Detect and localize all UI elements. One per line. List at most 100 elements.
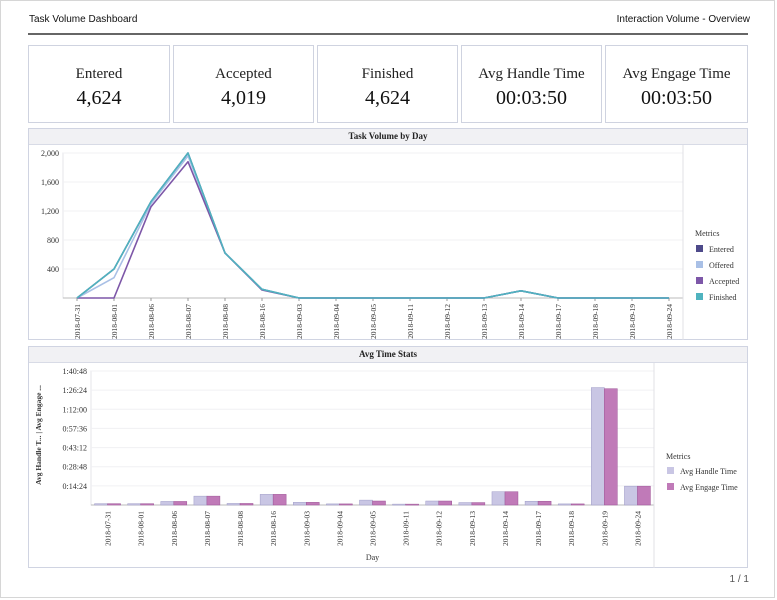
breadcrumb[interactable]: Interaction Volume - Overview [616, 14, 750, 25]
bar-handle [458, 502, 473, 506]
legend-swatch [696, 261, 703, 268]
kpi-entered: Entered 4,624 [28, 45, 170, 123]
legend-label: Avg Engage Time [680, 483, 738, 492]
kpi-label: Accepted [215, 66, 272, 82]
y-tick-label: 1:40:48 [63, 367, 87, 376]
x-tick-label: 2018-09-17 [534, 511, 543, 546]
kpi-value: 4,624 [365, 87, 410, 109]
x-tick-label: 2018-09-05 [369, 304, 378, 339]
x-tick-label: 2018-08-01 [137, 511, 146, 546]
legend-swatch [667, 467, 674, 474]
bar-engage [570, 503, 585, 506]
kpi-avg-handle-time: Avg Handle Time 00:03:50 [461, 45, 602, 123]
kpi-label: Avg Engage Time [622, 66, 731, 82]
bar-engage [206, 495, 221, 506]
series-line-finished [76, 152, 669, 299]
bar-engage [140, 503, 154, 506]
avg-time-panel: Avg Time Stats 1:40:48 1:26:24 1:12:00 0:57… [28, 346, 748, 568]
kpi-label: Finished [361, 66, 414, 82]
kpi-avg-engage-time: Avg Engage Time 00:03:50 [605, 45, 748, 123]
bar-handle [524, 500, 539, 506]
chart-title: Task Volume by Day [29, 129, 747, 145]
bar-handle [425, 500, 439, 506]
bar-engage [604, 388, 618, 506]
x-tick-label: 2018-09-13 [468, 511, 477, 546]
legend-swatch [667, 483, 674, 490]
bar-handle [359, 499, 373, 506]
avg-time-bar-chart: 1:40:48 1:26:24 1:12:00 0:57:36 0:43:12 0:28:… [34, 363, 738, 568]
plot-area [90, 370, 655, 506]
kpi-value: 00:03:50 [495, 87, 568, 109]
bar-handle [624, 485, 638, 506]
x-tick-label: 2018-09-05 [369, 511, 378, 546]
x-tick-label: 2018-09-13 [480, 304, 489, 339]
page-indicator: 1 / 1 [729, 574, 749, 585]
x-tick-label: 2018-09-11 [406, 304, 415, 339]
bar-handle [193, 495, 208, 506]
legend-label: Offered [709, 261, 734, 270]
bar-handle [491, 491, 506, 506]
y-tick-label: 1:26:24 [63, 386, 87, 395]
bar-handle [557, 503, 572, 506]
kpi-value: 00:03:50 [640, 87, 713, 109]
y-tick-label: 0:28:48 [63, 463, 87, 472]
x-tick-label: 2018-09-04 [332, 304, 341, 339]
y-tick-label: 0:14:24 [63, 482, 87, 491]
legend-title: Metrics [666, 452, 690, 461]
legend-label: Accepted [709, 277, 739, 286]
chart-title: Avg Time Stats [29, 347, 747, 363]
x-tick-label: 2018-08-16 [258, 304, 267, 339]
x-tick-label: 2018-09-03 [302, 511, 311, 546]
x-tick-label: 2018-08-16 [269, 511, 278, 546]
bar-handle [293, 502, 307, 506]
legend-swatch [696, 277, 703, 284]
bar-engage [107, 503, 121, 506]
kpi-label: Avg Handle Time [478, 66, 585, 82]
x-tick-label: 2018-09-04 [335, 511, 344, 546]
x-tick-label: 2018-08-06 [147, 304, 156, 339]
bar-engage [173, 501, 188, 506]
bar-engage [405, 503, 419, 506]
x-tick-label: 2018-09-18 [591, 304, 600, 339]
header-divider [28, 33, 748, 35]
bar-handle [94, 503, 108, 506]
dashboard-title: Task Volume Dashboard [29, 14, 138, 25]
x-tick-label: 2018-07-31 [73, 304, 82, 339]
bar-engage [471, 502, 486, 506]
legend-swatch [696, 293, 703, 300]
y-tick-label: 2,000 [41, 149, 59, 158]
bar-handle [392, 503, 406, 506]
bar-engage [239, 503, 254, 506]
plot-area [62, 152, 684, 299]
x-tick-label: 2018-09-19 [628, 304, 637, 339]
bar-handle [160, 501, 175, 506]
bar-engage [637, 485, 651, 506]
x-tick-label: 2018-08-08 [236, 511, 245, 546]
x-tick-label: 2018-09-12 [435, 511, 444, 546]
kpi-value: 4,019 [221, 87, 266, 109]
bar-engage [272, 494, 287, 506]
x-tick-label: 2018-08-08 [221, 304, 230, 339]
x-tick-label: 2018-09-03 [295, 304, 304, 339]
y-tick-label: 1,200 [41, 207, 59, 216]
y-tick-label: 400 [47, 265, 59, 274]
bar-handle [226, 503, 241, 506]
bar-engage [438, 500, 452, 506]
bar-engage [504, 491, 519, 506]
kpi-value: 4,624 [76, 87, 122, 109]
task-volume-panel: Task Volume by Day 2,000 1,600 1,200 800 400… [28, 128, 748, 340]
x-tick-label: 2018-09-14 [517, 304, 526, 339]
x-tick-label: 2018-09-24 [633, 511, 642, 546]
x-tick-label: 2018-08-06 [170, 511, 179, 546]
x-tick-label: 2018-08-07 [184, 304, 193, 339]
y-tick-label: 0:43:12 [63, 444, 87, 453]
bar-engage [339, 503, 353, 506]
legend-label: Finished [709, 293, 737, 302]
kpi-accepted: Accepted 4,019 [173, 45, 314, 123]
x-tick-label: 2018-08-01 [110, 304, 119, 339]
legend-title: Metrics [695, 229, 719, 238]
x-tick-label: 2018-09-24 [665, 304, 674, 339]
bar-engage [372, 500, 386, 506]
bar-engage [306, 502, 320, 506]
x-tick-label: 2018-09-12 [443, 304, 452, 339]
